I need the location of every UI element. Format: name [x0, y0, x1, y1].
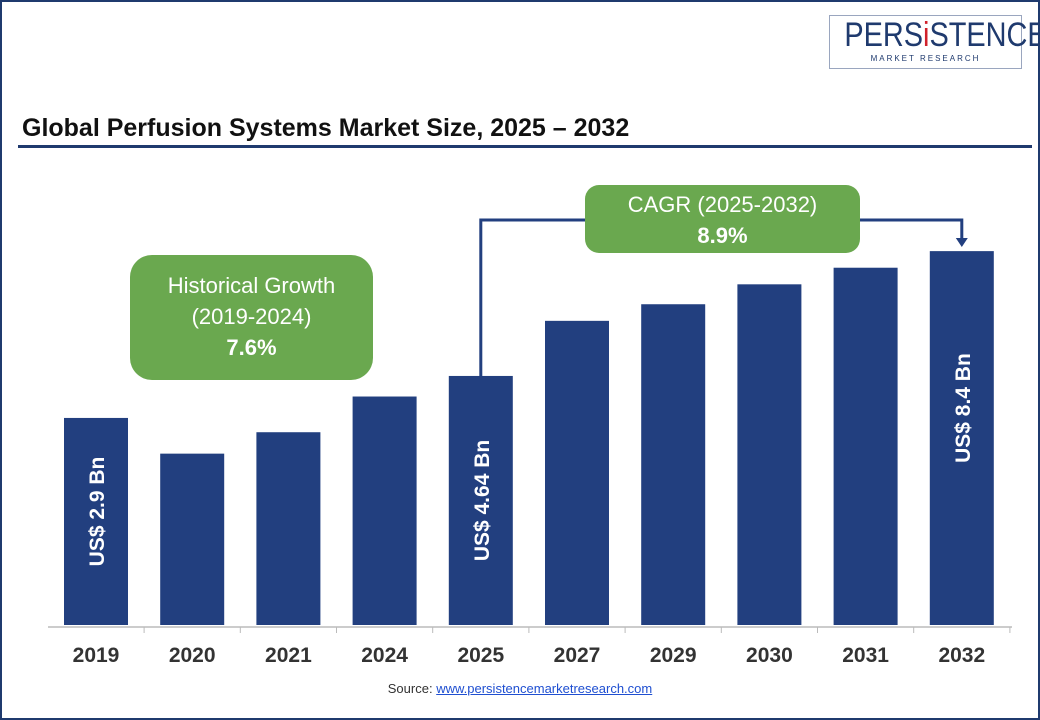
- source-link[interactable]: www.persistencemarketresearch.com: [436, 681, 653, 696]
- x-tick-label: 2027: [554, 644, 601, 667]
- bar-2019: [64, 417, 128, 625]
- arrow-head-icon: [955, 238, 968, 247]
- cagr-callout: CAGR (2025-2032) 8.9%: [585, 185, 860, 253]
- bar-2027: [545, 320, 609, 625]
- x-tick-label: 2031: [842, 644, 889, 667]
- historical-growth-callout: Historical Growth (2019-2024) 7.6%: [130, 255, 373, 380]
- bar-2025: [448, 375, 513, 625]
- chart-title: Global Perfusion Systems Market Size, 20…: [22, 114, 630, 142]
- x-tick-label: 2025: [457, 644, 504, 667]
- data-label-2025: US$ 4.64 Bn: [471, 440, 494, 561]
- bar-2029: [641, 304, 706, 625]
- bar-2031: [833, 267, 898, 625]
- x-tick-label: 2024: [361, 644, 408, 667]
- title-divider: [18, 145, 1032, 148]
- cagr-connector-right: [860, 218, 964, 240]
- x-tick-label: 2020: [169, 644, 216, 667]
- cagr-connector-left: [479, 218, 587, 376]
- x-tick-label: 2021: [265, 644, 312, 667]
- data-label-2019: US$ 2.9 Bn: [86, 457, 109, 567]
- persistence-logo: PERSiSTENCE MARKET RESEARCH: [829, 15, 1038, 69]
- bar-2032: [929, 251, 994, 625]
- x-tick-label: 2032: [938, 644, 985, 667]
- bar-2020: [160, 453, 225, 625]
- x-tick-label: 2029: [650, 644, 697, 667]
- bar-2021: [256, 432, 321, 625]
- data-label-2032: US$ 8.4 Bn: [952, 353, 975, 463]
- x-tick-label: 2019: [73, 644, 120, 667]
- bar-2024: [352, 396, 417, 625]
- source-note: Source: www.persistencemarketresearch.co…: [387, 681, 653, 696]
- x-tick-label: 2030: [746, 644, 793, 667]
- bar-2030: [737, 284, 802, 625]
